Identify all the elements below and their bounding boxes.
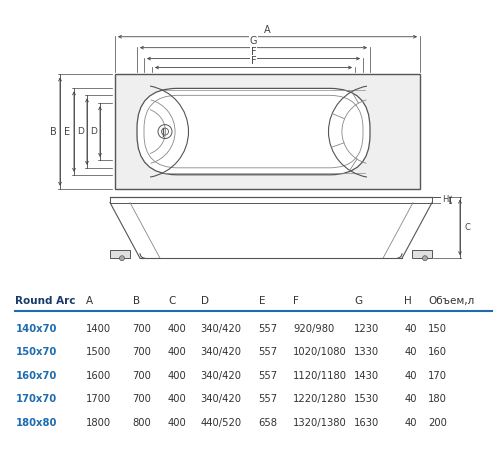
- Text: Round Arc: Round Arc: [16, 296, 76, 306]
- Text: 340/420: 340/420: [200, 394, 241, 404]
- Text: 700: 700: [132, 324, 152, 333]
- Text: 40: 40: [404, 324, 417, 333]
- Text: 160x70: 160x70: [16, 370, 56, 381]
- Text: 180x80: 180x80: [16, 418, 57, 428]
- Text: 150x70: 150x70: [16, 347, 56, 357]
- Text: Объем,л: Объем,л: [428, 296, 474, 306]
- Text: 1600: 1600: [86, 370, 112, 381]
- Text: E: E: [64, 126, 70, 137]
- Text: E: E: [258, 296, 265, 306]
- Text: F: F: [250, 56, 256, 66]
- Text: A: A: [86, 296, 94, 306]
- Text: 170x70: 170x70: [16, 394, 56, 404]
- Text: 40: 40: [404, 418, 417, 428]
- Text: C: C: [464, 223, 470, 232]
- Text: G: G: [250, 36, 257, 46]
- Text: 557: 557: [258, 370, 278, 381]
- Text: 400: 400: [168, 394, 187, 404]
- Text: 180: 180: [428, 394, 447, 404]
- Text: 1630: 1630: [354, 418, 380, 428]
- Text: 40: 40: [404, 347, 417, 357]
- Text: 170: 170: [428, 370, 447, 381]
- Text: 150: 150: [428, 324, 447, 333]
- Text: A: A: [264, 25, 271, 35]
- Text: D: D: [200, 296, 208, 306]
- Text: B: B: [50, 126, 56, 137]
- Text: 700: 700: [132, 347, 152, 357]
- Bar: [115, 75, 420, 189]
- Text: 658: 658: [258, 418, 278, 428]
- FancyBboxPatch shape: [144, 95, 363, 168]
- Text: D: D: [78, 127, 84, 136]
- Text: 700: 700: [132, 370, 152, 381]
- Text: H: H: [442, 195, 448, 204]
- Circle shape: [422, 256, 428, 261]
- Text: 400: 400: [168, 347, 187, 357]
- Bar: [412, 250, 432, 258]
- Text: 340/420: 340/420: [200, 347, 241, 357]
- Text: F: F: [250, 47, 256, 57]
- Text: 1220/1280: 1220/1280: [293, 394, 347, 404]
- Text: 340/420: 340/420: [200, 370, 241, 381]
- Text: C: C: [168, 296, 175, 306]
- Text: 700: 700: [132, 394, 152, 404]
- Circle shape: [120, 256, 124, 261]
- Text: 1500: 1500: [86, 347, 112, 357]
- Text: H: H: [404, 296, 412, 306]
- Text: 400: 400: [168, 418, 187, 428]
- Text: 1020/1080: 1020/1080: [293, 347, 347, 357]
- Text: 340/420: 340/420: [200, 324, 241, 333]
- Text: 140x70: 140x70: [16, 324, 57, 333]
- Text: 1700: 1700: [86, 394, 112, 404]
- Text: 557: 557: [258, 394, 278, 404]
- Text: 1320/1380: 1320/1380: [293, 418, 347, 428]
- FancyBboxPatch shape: [137, 88, 370, 175]
- Text: 1120/1180: 1120/1180: [293, 370, 347, 381]
- Text: 1530: 1530: [354, 394, 380, 404]
- Text: 200: 200: [428, 418, 447, 428]
- Text: 40: 40: [404, 394, 417, 404]
- Text: 1330: 1330: [354, 347, 380, 357]
- Text: 557: 557: [258, 324, 278, 333]
- Text: 557: 557: [258, 347, 278, 357]
- Text: 40: 40: [404, 370, 417, 381]
- Text: 800: 800: [132, 418, 152, 428]
- Text: D: D: [90, 127, 98, 136]
- Text: 1430: 1430: [354, 370, 380, 381]
- Text: F: F: [293, 296, 299, 306]
- Text: 1230: 1230: [354, 324, 380, 333]
- Text: 1800: 1800: [86, 418, 112, 428]
- Text: 440/520: 440/520: [200, 418, 241, 428]
- Text: 160: 160: [428, 347, 447, 357]
- Text: 400: 400: [168, 324, 187, 333]
- Text: 1400: 1400: [86, 324, 112, 333]
- Bar: [110, 250, 130, 258]
- Text: B: B: [132, 296, 140, 306]
- Text: G: G: [354, 296, 362, 306]
- Text: 920/980: 920/980: [293, 324, 335, 333]
- Text: 400: 400: [168, 370, 187, 381]
